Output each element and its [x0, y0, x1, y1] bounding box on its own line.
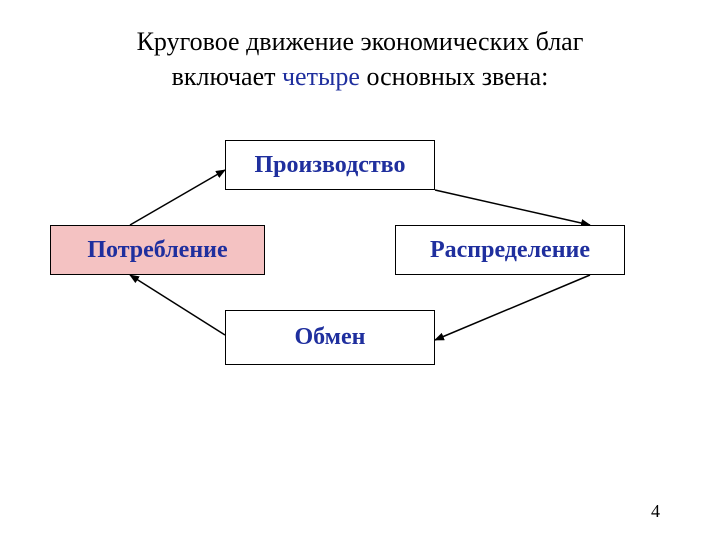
node-consumption: Потребление — [50, 225, 265, 275]
node-exchange: Обмен — [225, 310, 435, 365]
node-production: Производство — [225, 140, 435, 190]
edge-distribution-exchange — [435, 275, 590, 340]
edge-production-distribution — [435, 190, 590, 225]
node-distribution: Распределение — [395, 225, 625, 275]
page-number: 4 — [651, 501, 660, 522]
edge-exchange-consumption — [130, 275, 225, 335]
title-line2-before: включает — [172, 62, 282, 91]
title-line1: Круговое движение экономических благ — [137, 27, 584, 56]
slide-title: Круговое движение экономических благ вкл… — [0, 24, 720, 94]
title-line2-after: основных звена: — [360, 62, 548, 91]
title-accent: четыре — [282, 62, 360, 91]
edge-consumption-production — [130, 170, 225, 225]
